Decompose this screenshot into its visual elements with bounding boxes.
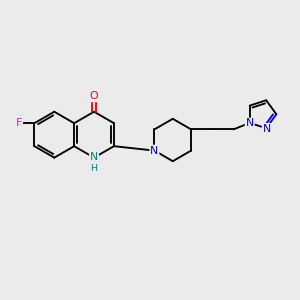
Text: N: N [246,118,254,128]
Text: N: N [263,124,271,134]
Text: N: N [150,146,158,156]
Text: O: O [90,92,98,101]
Text: N: N [90,152,98,162]
Text: F: F [16,118,22,128]
Text: H: H [90,164,97,173]
